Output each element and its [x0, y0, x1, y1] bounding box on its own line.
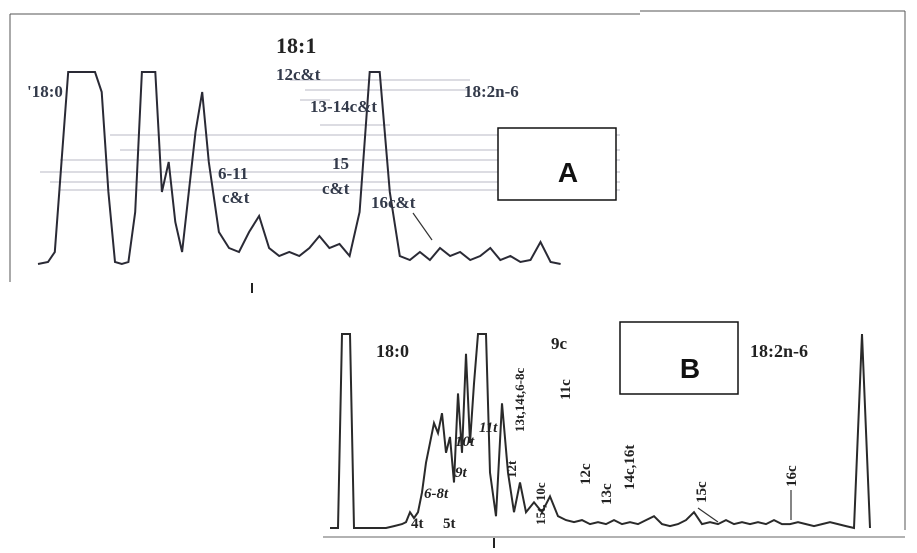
peak-label-12c: 12c — [578, 463, 594, 485]
peak-label-15-ct: c&t — [322, 179, 350, 198]
peak-label-13c: 13c — [599, 483, 615, 505]
peak-label-16c: 16c — [784, 465, 800, 487]
peak-label-12t: 12t — [504, 460, 519, 478]
peak-label-11c: 11c — [558, 379, 574, 400]
panel-a-label: A — [558, 157, 578, 188]
panel-a-trace — [37, 71, 561, 266]
peak-label-15c: 15c — [694, 481, 710, 503]
peak-label-12ct: 12c&t — [276, 65, 321, 84]
peak-label-9t: 9t — [455, 465, 468, 481]
peak-label-15: 15 — [332, 154, 349, 173]
peak-label-14c-16t: 14c,16t — [622, 445, 638, 490]
peak-label-15t-10c: 15t, 10c — [533, 482, 548, 525]
peak-pointer-16ct — [412, 212, 433, 241]
panel-b-label: B — [680, 353, 700, 384]
peak-label-13-14ct: 13-14c&t — [310, 97, 377, 116]
panel-a-label-box — [497, 127, 617, 201]
peak-label-11t: 11t — [479, 420, 498, 436]
peak-label-6-11-ct: c&t — [222, 188, 250, 207]
peak-label-16ct: 16c&t — [371, 193, 416, 212]
peak-label-4t: 4t — [411, 516, 424, 532]
peak-label-9c: 9c — [551, 334, 568, 353]
peak-label-6-11: 6-11 — [218, 164, 248, 183]
peak-label-18-0-b: 18:0 — [376, 341, 409, 361]
panel-a-title: 18:1 — [276, 33, 316, 58]
peak-label-18-2n6-a: 18:2n-6 — [464, 82, 519, 101]
peak-label-13t-14t-6-8c: 13t,14t,6-8c — [512, 368, 527, 432]
peak-label-5t: 5t — [443, 516, 456, 532]
peak-label-18-2n6-b: 18:2n-6 — [750, 341, 808, 361]
peak-label-10t: 10t — [455, 434, 475, 450]
peak-label-6-8t: 6-8t — [424, 486, 449, 502]
peak-label-18-0-a: '18:0 — [27, 82, 63, 101]
panel-b-label-box — [619, 321, 739, 395]
panel-b-trace — [330, 333, 871, 530]
peak-pointer-15c — [697, 507, 719, 523]
